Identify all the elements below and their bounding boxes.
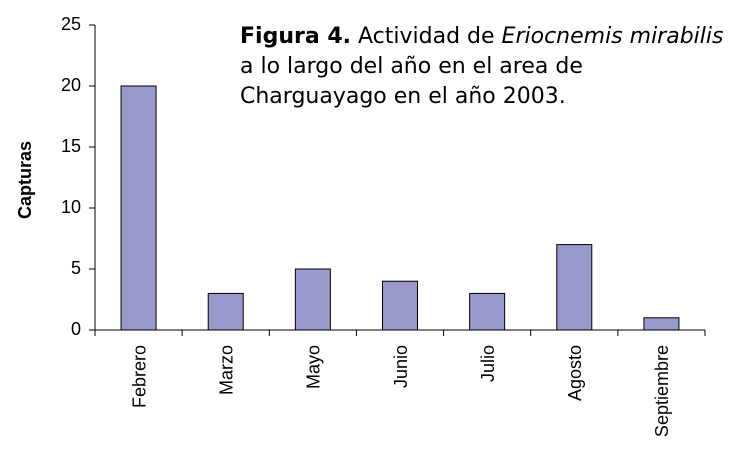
x-tick-label: Febrero	[129, 345, 149, 408]
y-tick-label: 5	[71, 258, 81, 278]
bar	[469, 292, 506, 331]
y-tick-label: 10	[61, 197, 81, 217]
title-text: Actividad de	[358, 24, 495, 49]
title-text: a lo largo del año en el area de Chargua…	[240, 54, 583, 109]
chart-title: Figura 4. Actividad de Eriocnemis mirabi…	[240, 22, 735, 112]
title-species: Eriocnemis mirabilis	[501, 24, 724, 49]
bar	[382, 280, 418, 331]
x-tick-label: Junio	[391, 345, 411, 388]
bar	[556, 244, 593, 331]
bar	[294, 268, 331, 331]
title-figure: Figura 4.	[240, 24, 351, 49]
x-tick-label: Marzo	[216, 345, 236, 395]
bar	[120, 85, 157, 331]
x-tick-label: Agosto	[565, 345, 585, 401]
y-tick-label: 20	[61, 75, 81, 95]
x-tick-label: Mayo	[304, 345, 324, 389]
y-tick-label: 0	[71, 319, 81, 339]
y-tick-label: 25	[61, 14, 81, 34]
y-axis-label: Capturas	[15, 141, 35, 219]
y-tick-label: 15	[61, 136, 81, 156]
bar	[643, 317, 680, 331]
x-tick-label: Julio	[478, 345, 498, 382]
bar	[207, 292, 244, 331]
x-tick-label: Septiembre	[652, 345, 672, 437]
